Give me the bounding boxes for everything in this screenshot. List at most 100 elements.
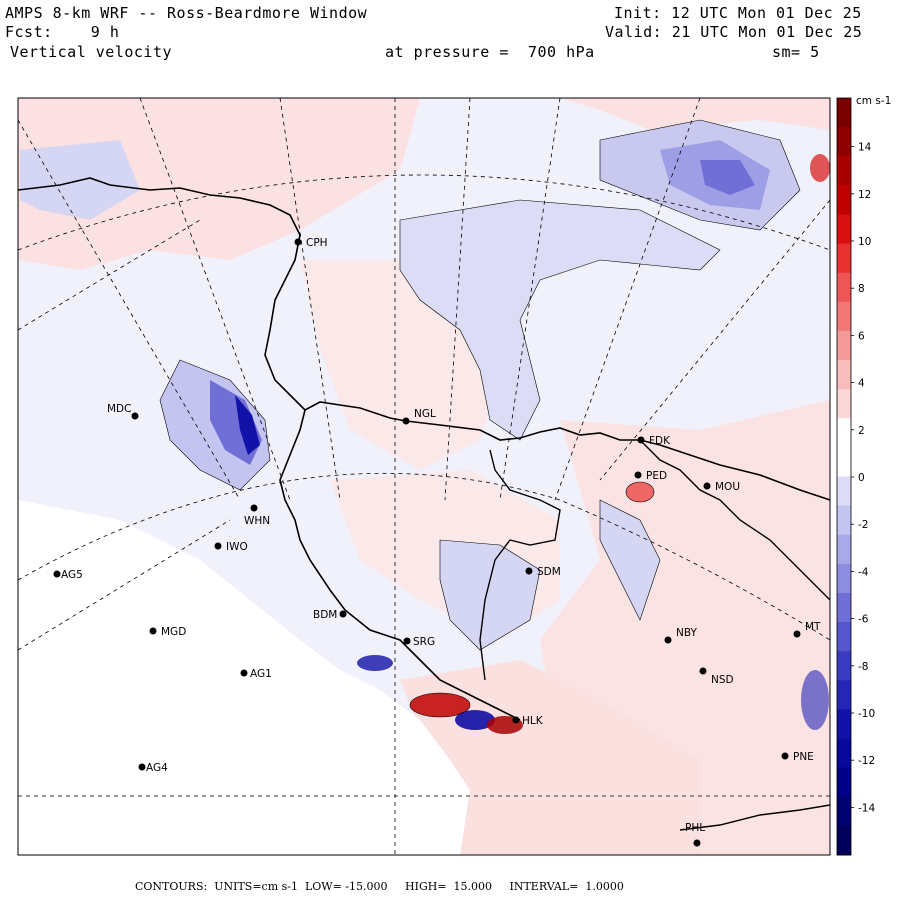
contour-central — [399, 199, 721, 441]
station-label-pne: PNE — [793, 751, 814, 763]
station-marker-nby — [664, 636, 672, 644]
colorbar-segment — [837, 185, 851, 215]
feature-red-ne — [810, 154, 830, 182]
contour-red-core — [409, 692, 471, 718]
feature-red-core — [410, 693, 470, 717]
grid-meridian-9 — [18, 519, 231, 651]
contour-sdm — [439, 539, 541, 651]
model-title: AMPS 8-km WRF -- Ross-Beardmore Window — [5, 4, 368, 22]
valid-time: Valid: 21 UTC Mon 01 Dec 25 — [605, 23, 863, 41]
colorbar-tick-label: 4 — [858, 378, 865, 390]
station-marker-mou — [703, 482, 711, 490]
station-label-iwo: IWO — [226, 541, 248, 553]
smoothing-value: sm= 5 — [772, 43, 820, 61]
station-label-cph: CPH — [306, 237, 328, 249]
lat-lon-grid — [18, 98, 830, 855]
pressure-level: at pressure = 700 hPa — [385, 43, 595, 61]
colorbar-segment — [837, 680, 851, 710]
colorbar-segment — [837, 330, 851, 361]
station-marker-ag1 — [240, 669, 248, 677]
station-marker-ped — [634, 471, 642, 479]
colorbar: 14 12 10 8 6 4 2 0 -2 -4 -6 -8 -10 -12 -14 — [836, 97, 875, 856]
station-label-ag5: AG5 — [61, 569, 83, 581]
station-label-srg: SRG — [413, 636, 435, 648]
station-label-nsd: NSD — [711, 674, 734, 686]
colorbar-tick-label: -6 — [858, 614, 869, 626]
station-label-mt: MT — [805, 621, 821, 633]
station-marker-bdm — [339, 610, 347, 618]
station-marker-hlk — [512, 716, 520, 724]
feature-red-ped — [626, 482, 654, 502]
colorbar-tick-label: -10 — [858, 708, 875, 720]
colorbar-segment — [837, 709, 851, 740]
colorbar-segment — [837, 796, 851, 827]
station-label-mgd: MGD — [161, 626, 186, 638]
colorbar-frame — [836, 97, 852, 856]
station-marker-mdc — [131, 412, 139, 420]
colorbar-tick-label: 12 — [858, 189, 871, 201]
map-frame — [17, 97, 831, 856]
station-marker-ag4 — [138, 763, 146, 771]
field-negative-ne-core — [700, 160, 755, 195]
station-marker-whn — [250, 504, 258, 512]
colorbar-segment — [837, 767, 851, 798]
station-marker-mt — [793, 630, 801, 638]
station-label-mou: MOU — [715, 481, 740, 493]
colorbar-segment — [837, 98, 851, 128]
station-marker-ngl — [402, 417, 410, 425]
colorbar-tick-label: 2 — [858, 425, 865, 437]
contours-summary: CONTOURS: UNITS=cm s-1 LOW= -15.000 HIGH… — [135, 880, 624, 893]
station-label-ped: PED — [646, 470, 667, 482]
colorbar-tick-label: 6 — [858, 330, 865, 342]
contour-east — [599, 499, 661, 621]
station-marker-nsd — [699, 667, 707, 675]
coastline-transantarctic — [279, 409, 521, 721]
station-label-hlk: HLK — [522, 715, 544, 727]
station-marker-mgd — [149, 627, 157, 635]
station-marker-pne — [781, 752, 789, 760]
ice-shelf-masked-area — [18, 500, 470, 855]
contour-lines — [159, 119, 801, 718]
contour-mdc — [159, 359, 271, 491]
colorbar-segment — [837, 301, 851, 332]
station-label-ag4: AG4 — [146, 762, 168, 774]
feature-blue-se — [801, 670, 829, 730]
station-label-sdm: SDM — [537, 566, 561, 578]
station-label-mdc: MDC — [107, 403, 131, 415]
station-label-ag1: AG1 — [250, 668, 272, 680]
field-positive-northeast — [560, 98, 830, 130]
coastline-north — [18, 177, 830, 501]
colorbar-segment — [837, 592, 851, 623]
station-label-phl: PHL — [685, 822, 705, 834]
map-field — [18, 98, 830, 855]
stations-layer: CPH NGL MDC FDK PED MOU WHN IWO AG5 SDM BDM SRG MGD N… — [53, 237, 821, 847]
coastline-south — [679, 804, 830, 831]
colorbar-segment — [837, 127, 851, 157]
colorbar-tick-label: -8 — [858, 661, 868, 673]
colorbar-segment — [837, 389, 851, 419]
colorbar-tick-label: 8 — [858, 283, 865, 295]
colorbar-segment — [837, 272, 851, 303]
colorbar-segment — [837, 156, 851, 186]
colorbar-tick-label: -14 — [858, 802, 875, 814]
grid-meridian-6 — [18, 119, 241, 501]
station-marker-iwo — [214, 542, 222, 550]
colorbar-segment — [837, 447, 851, 477]
colorbar-segment — [837, 651, 851, 681]
colorbar-units: cm s-1 — [856, 95, 891, 107]
colorbar-tick-label: -2 — [858, 519, 868, 531]
field-negative-mdc-core — [235, 395, 260, 455]
colorbar-segment — [837, 214, 851, 245]
colorbar-tick-label: 14 — [858, 142, 872, 154]
colorbar-segment — [837, 563, 851, 594]
grid-latitude-3 — [18, 219, 201, 331]
colorbar-segment — [837, 825, 851, 856]
colorbar-segment — [837, 476, 851, 507]
colorbar-tick-label: -4 — [858, 566, 869, 578]
feature-blue-core-2 — [357, 655, 393, 671]
forecast-hour: Fcst: 9 h — [5, 23, 120, 41]
grid-meridian-4 — [279, 98, 341, 501]
colorbar-segment — [837, 360, 851, 390]
coastline-inland — [479, 449, 561, 681]
